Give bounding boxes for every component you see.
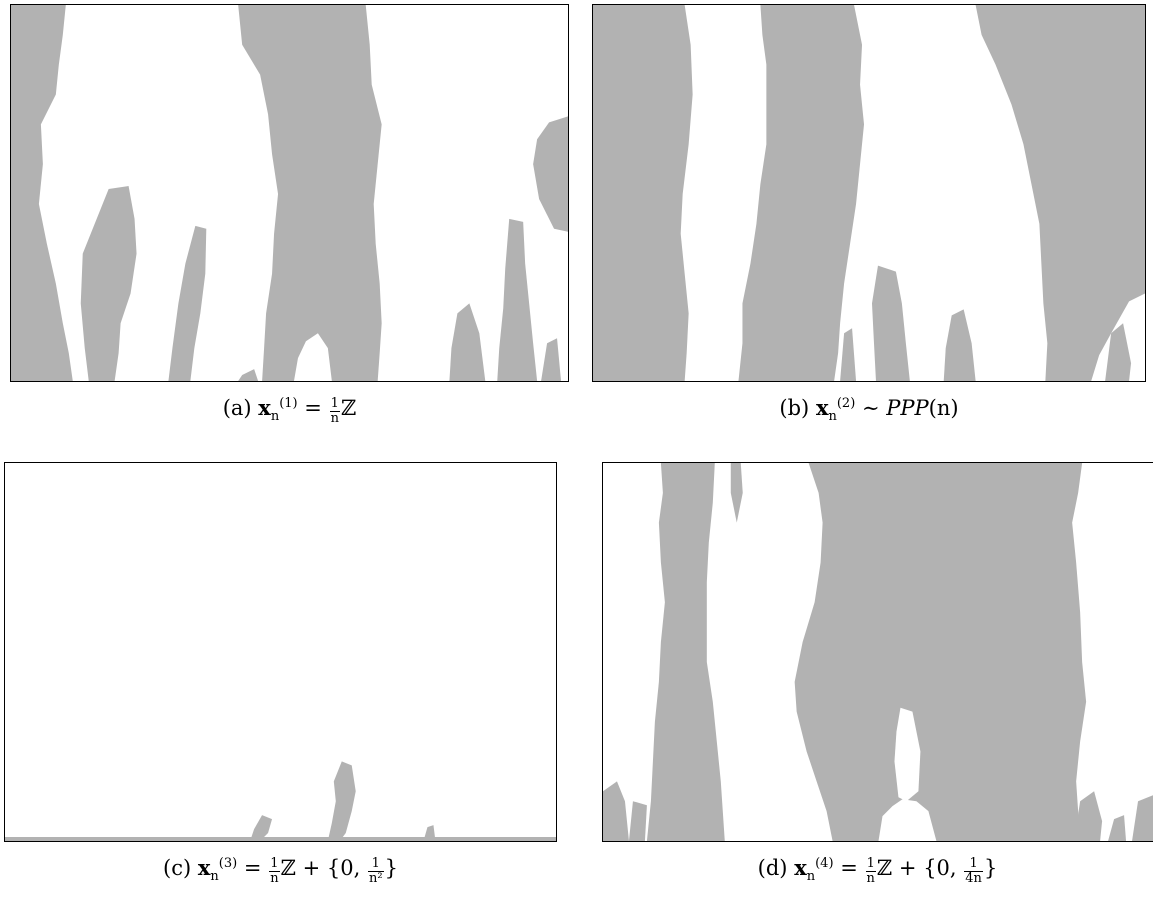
cluster xyxy=(593,5,693,381)
cluster xyxy=(871,265,910,381)
caption-variable: x xyxy=(794,855,807,880)
caption-subscript: n xyxy=(270,409,280,425)
cluster xyxy=(497,218,538,381)
plot-d xyxy=(602,462,1153,842)
plot-c xyxy=(4,462,557,842)
caption-superscript: (3) xyxy=(218,856,238,871)
cluster xyxy=(238,5,382,381)
caption-process: PPP xyxy=(886,396,929,420)
cluster xyxy=(449,303,486,381)
caption-variable: x xyxy=(197,855,211,880)
caption-relation: = xyxy=(840,856,858,880)
caption-set: ℤ xyxy=(340,396,357,420)
caption-argument: (n) xyxy=(928,396,959,420)
caption-b: (b) xn(2) ∼ PPP(n) xyxy=(592,395,1146,423)
caption-close: } xyxy=(384,856,398,880)
plot-a-svg xyxy=(11,5,568,381)
caption-plus: + {0, xyxy=(898,856,957,880)
caption-label: (b) xyxy=(779,396,810,420)
cluster xyxy=(541,338,562,381)
cluster xyxy=(975,5,1145,381)
cluster xyxy=(943,309,976,381)
caption-subscript: n xyxy=(828,409,837,425)
caption-superscript: (1) xyxy=(279,396,298,411)
cluster xyxy=(1108,815,1127,841)
caption-relation: ∼ xyxy=(861,396,880,420)
cluster-hole xyxy=(894,707,921,802)
plot-a xyxy=(10,4,569,382)
plot-b-svg xyxy=(593,5,1145,381)
cluster xyxy=(327,761,356,841)
plot-c-svg xyxy=(5,761,556,841)
cluster xyxy=(738,5,865,381)
cluster xyxy=(238,369,259,381)
cluster xyxy=(250,815,273,841)
caption-subscript: n xyxy=(210,869,219,885)
cluster xyxy=(533,116,568,232)
caption-relation: = xyxy=(304,396,322,420)
caption-label: (c) xyxy=(163,856,192,880)
cluster xyxy=(646,463,725,841)
caption-variable: x xyxy=(258,395,271,420)
caption-fraction-2: 1 n² xyxy=(367,856,384,886)
cluster xyxy=(603,781,629,841)
caption-fraction-2: 1 4n xyxy=(964,856,983,886)
caption-relation: = xyxy=(243,856,262,880)
cluster xyxy=(80,186,137,381)
cluster xyxy=(1074,791,1103,841)
cluster xyxy=(730,463,743,523)
cluster xyxy=(168,225,207,381)
cluster xyxy=(5,837,556,841)
cluster xyxy=(1105,323,1132,381)
cluster xyxy=(794,463,1087,841)
plot-b xyxy=(592,4,1146,382)
caption-superscript: (2) xyxy=(836,396,856,411)
caption-superscript: (4) xyxy=(815,856,834,871)
caption-subscript: n xyxy=(806,869,816,885)
caption-set: ℤ xyxy=(876,856,893,880)
caption-label: (d) xyxy=(757,856,788,880)
cluster xyxy=(11,5,73,381)
caption-plus: + {0, xyxy=(302,856,361,880)
cluster xyxy=(628,801,647,841)
cluster xyxy=(1132,795,1153,841)
caption-set: ℤ xyxy=(280,856,296,880)
plot-d-svg xyxy=(603,463,1153,841)
caption-variable: x xyxy=(815,395,829,420)
cluster xyxy=(840,328,857,381)
caption-label: (a) xyxy=(222,396,252,420)
caption-close: } xyxy=(983,856,998,880)
